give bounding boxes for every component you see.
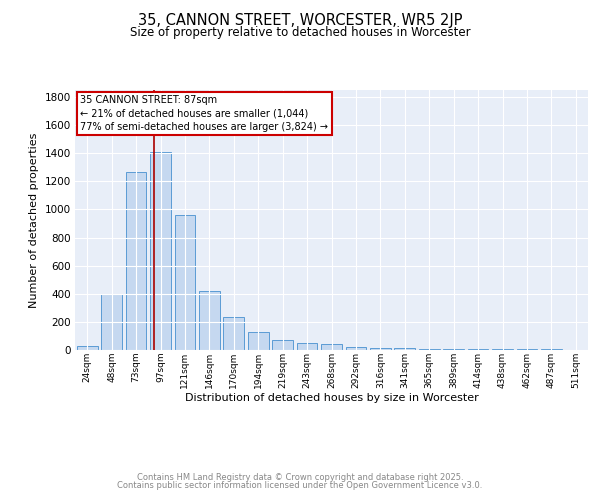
- Bar: [346, 347, 367, 350]
- Text: 35, CANNON STREET, WORCESTER, WR5 2JP: 35, CANNON STREET, WORCESTER, WR5 2JP: [138, 12, 462, 28]
- Bar: [443, 349, 464, 350]
- Bar: [321, 344, 342, 350]
- Bar: [223, 317, 244, 350]
- Text: Contains HM Land Registry data © Crown copyright and database right 2025.: Contains HM Land Registry data © Crown c…: [137, 472, 463, 482]
- Bar: [296, 343, 317, 350]
- Bar: [77, 346, 98, 350]
- Text: Size of property relative to detached houses in Worcester: Size of property relative to detached ho…: [130, 26, 470, 39]
- Y-axis label: Number of detached properties: Number of detached properties: [29, 132, 39, 308]
- Bar: [394, 348, 415, 350]
- Bar: [175, 215, 196, 350]
- Bar: [248, 332, 269, 350]
- Text: Contains public sector information licensed under the Open Government Licence v3: Contains public sector information licen…: [118, 481, 482, 490]
- Text: 35 CANNON STREET: 87sqm
← 21% of detached houses are smaller (1,044)
77% of semi: 35 CANNON STREET: 87sqm ← 21% of detache…: [80, 95, 328, 132]
- Bar: [125, 172, 146, 350]
- Bar: [419, 348, 440, 350]
- Bar: [272, 340, 293, 350]
- Bar: [370, 348, 391, 350]
- Bar: [199, 291, 220, 350]
- Bar: [150, 152, 171, 350]
- Bar: [467, 349, 488, 350]
- Bar: [101, 294, 122, 350]
- X-axis label: Distribution of detached houses by size in Worcester: Distribution of detached houses by size …: [185, 394, 478, 404]
